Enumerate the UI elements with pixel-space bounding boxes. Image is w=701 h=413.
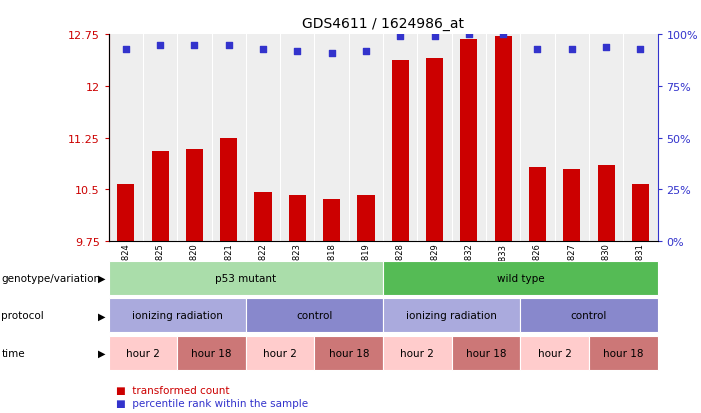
Text: hour 2: hour 2 <box>126 348 160 358</box>
Text: genotype/variation: genotype/variation <box>1 273 100 283</box>
Bar <box>520 35 554 242</box>
Bar <box>461 40 477 242</box>
Point <box>395 34 406 40</box>
Bar <box>323 199 340 242</box>
Bar <box>289 195 306 242</box>
Bar <box>589 35 623 242</box>
Bar <box>151 152 169 242</box>
Bar <box>212 35 246 242</box>
Bar <box>315 35 349 242</box>
Point <box>498 32 509 38</box>
Bar <box>486 35 520 242</box>
Bar <box>426 59 443 242</box>
Bar <box>254 192 271 242</box>
Bar <box>117 185 135 242</box>
Bar <box>563 169 580 242</box>
Bar <box>529 168 546 242</box>
Point <box>189 42 200 49</box>
Text: ▶: ▶ <box>97 348 105 358</box>
Bar <box>358 195 374 242</box>
Point <box>566 46 578 53</box>
Bar <box>177 35 212 242</box>
Bar <box>417 35 451 242</box>
Bar <box>597 166 615 242</box>
Bar <box>554 35 589 242</box>
Bar <box>323 199 340 242</box>
Point <box>429 34 440 40</box>
Bar <box>461 40 477 242</box>
Text: ionizing radiation: ionizing radiation <box>407 311 497 320</box>
Point <box>326 50 337 57</box>
Bar <box>151 152 169 242</box>
Bar <box>495 37 512 242</box>
Point <box>635 46 646 53</box>
Bar <box>392 61 409 242</box>
Point <box>154 42 165 49</box>
Bar <box>563 169 580 242</box>
Text: wild type: wild type <box>496 273 544 283</box>
Text: ■  percentile rank within the sample: ■ percentile rank within the sample <box>116 398 308 408</box>
Point <box>223 42 234 49</box>
Point <box>360 48 372 55</box>
Text: control: control <box>297 311 333 320</box>
Bar <box>597 166 615 242</box>
Title: GDS4611 / 1624986_at: GDS4611 / 1624986_at <box>302 17 464 31</box>
Text: hour 2: hour 2 <box>400 348 435 358</box>
Point <box>532 46 543 53</box>
Text: hour 18: hour 18 <box>465 348 506 358</box>
Point <box>257 46 268 53</box>
Bar <box>220 138 238 242</box>
Text: p53 mutant: p53 mutant <box>215 273 276 283</box>
Text: hour 2: hour 2 <box>264 348 297 358</box>
Point <box>120 46 131 53</box>
Bar <box>186 150 203 242</box>
Bar <box>426 59 443 242</box>
Bar <box>109 35 143 242</box>
Bar <box>358 195 374 242</box>
Text: time: time <box>1 348 25 358</box>
Bar <box>220 138 238 242</box>
Text: ionizing radiation: ionizing radiation <box>132 311 223 320</box>
Bar <box>117 185 135 242</box>
Text: control: control <box>571 311 607 320</box>
Text: ▶: ▶ <box>97 273 105 283</box>
Point <box>601 44 612 51</box>
Bar <box>495 37 512 242</box>
Bar <box>246 35 280 242</box>
Bar <box>383 35 417 242</box>
Text: hour 18: hour 18 <box>191 348 232 358</box>
Text: ■  transformed count: ■ transformed count <box>116 385 229 395</box>
Bar <box>392 61 409 242</box>
Text: hour 18: hour 18 <box>329 348 369 358</box>
Text: hour 18: hour 18 <box>603 348 644 358</box>
Text: ▶: ▶ <box>97 311 105 320</box>
Bar <box>623 35 658 242</box>
Bar <box>280 35 315 242</box>
Bar <box>451 35 486 242</box>
Bar <box>632 185 649 242</box>
Bar <box>143 35 177 242</box>
Bar <box>186 150 203 242</box>
Point <box>463 32 475 38</box>
Bar <box>254 192 271 242</box>
Text: hour 2: hour 2 <box>538 348 571 358</box>
Bar <box>349 35 383 242</box>
Bar <box>529 168 546 242</box>
Bar <box>632 185 649 242</box>
Text: protocol: protocol <box>1 311 44 320</box>
Point <box>292 48 303 55</box>
Bar <box>289 195 306 242</box>
